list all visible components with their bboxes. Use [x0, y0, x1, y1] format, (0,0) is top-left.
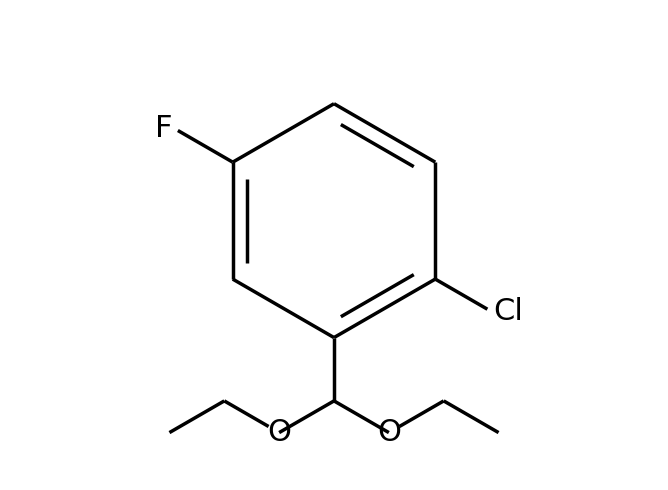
Text: Cl: Cl — [493, 297, 523, 326]
Text: O: O — [377, 418, 401, 447]
Text: F: F — [154, 114, 172, 143]
Text: O: O — [267, 418, 291, 447]
